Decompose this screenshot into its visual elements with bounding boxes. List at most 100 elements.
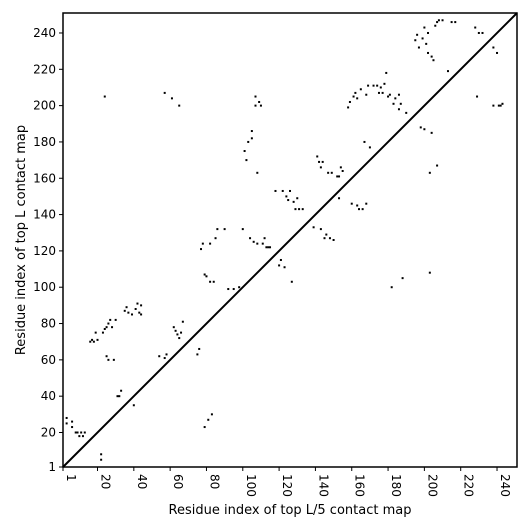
data-point	[247, 140, 250, 143]
data-point	[80, 431, 83, 434]
data-point	[170, 97, 173, 100]
data-point	[243, 150, 246, 153]
data-point	[319, 166, 322, 169]
data-point	[492, 104, 495, 107]
x-tick-label: 160	[353, 474, 367, 497]
data-point	[227, 288, 230, 291]
data-point	[249, 237, 252, 240]
data-point	[250, 130, 253, 133]
data-point	[319, 228, 322, 231]
data-point	[274, 189, 277, 192]
data-point	[125, 306, 128, 309]
data-point	[65, 422, 68, 425]
data-point	[281, 189, 284, 192]
data-point	[265, 246, 268, 249]
data-point	[446, 70, 449, 73]
data-point	[123, 309, 126, 312]
data-point	[198, 347, 201, 350]
data-point	[296, 197, 299, 200]
data-point	[279, 258, 282, 261]
data-point	[120, 389, 123, 392]
y-tick-label: 140	[33, 208, 56, 222]
data-point	[441, 19, 444, 22]
data-point	[232, 288, 235, 291]
data-point	[421, 37, 424, 40]
data-point	[496, 51, 499, 54]
data-point	[116, 395, 119, 398]
data-point	[387, 95, 390, 98]
data-point	[298, 208, 301, 211]
data-point	[285, 195, 288, 198]
data-point	[109, 318, 112, 321]
data-point	[301, 208, 304, 211]
data-point	[81, 435, 84, 438]
data-point	[427, 51, 430, 54]
data-point	[278, 264, 281, 267]
y-tick-label: 200	[33, 99, 56, 113]
x-tick-label: 1	[64, 474, 78, 482]
data-point	[91, 338, 94, 341]
data-point	[200, 248, 203, 251]
data-point	[356, 204, 359, 207]
data-point	[416, 33, 419, 36]
x-tick-label: 180	[389, 474, 403, 497]
data-point	[323, 237, 326, 240]
data-point	[394, 97, 397, 100]
data-point	[252, 240, 255, 243]
y-tick-label: 80	[41, 317, 56, 331]
data-point	[347, 106, 350, 109]
data-point	[425, 42, 428, 45]
data-point	[294, 208, 297, 211]
y-tick-label: 20	[41, 425, 56, 439]
data-point	[92, 340, 95, 343]
data-point	[350, 202, 353, 205]
data-point	[367, 84, 370, 87]
data-point	[201, 242, 204, 245]
data-point	[210, 413, 213, 416]
data-point	[165, 353, 168, 356]
data-point	[436, 164, 439, 167]
data-point	[181, 320, 184, 323]
data-point	[341, 169, 344, 172]
x-tick-label: 120	[280, 474, 294, 497]
y-tick-label: 60	[41, 353, 56, 367]
data-point	[163, 91, 166, 94]
data-point	[238, 286, 241, 289]
data-point	[432, 59, 435, 62]
data-point	[321, 160, 324, 163]
data-point	[223, 228, 226, 231]
data-point	[397, 93, 400, 96]
data-point	[216, 228, 219, 231]
data-point	[105, 355, 108, 358]
data-point	[174, 329, 177, 332]
data-point	[423, 128, 426, 131]
y-tick-label: 160	[33, 171, 56, 185]
data-point	[258, 100, 261, 103]
y-tick-label: 180	[33, 135, 56, 149]
data-point	[132, 404, 135, 407]
data-point	[397, 108, 400, 111]
data-point	[241, 228, 244, 231]
data-point	[287, 199, 290, 202]
data-point	[501, 102, 504, 105]
data-point	[368, 146, 371, 149]
data-point	[399, 102, 402, 105]
data-point	[283, 266, 286, 269]
data-point	[83, 431, 86, 434]
x-tick-label: 240	[498, 474, 512, 497]
data-point	[477, 31, 480, 34]
data-point	[131, 313, 134, 316]
data-point	[327, 171, 330, 174]
data-point	[356, 97, 359, 100]
data-point	[178, 337, 181, 340]
data-point	[376, 84, 379, 87]
data-point	[107, 322, 110, 325]
x-axis-label: Residue index of top L/5 contact map	[169, 503, 412, 518]
data-point	[65, 416, 68, 419]
data-point	[361, 208, 364, 211]
data-point	[203, 426, 206, 429]
data-point	[254, 95, 257, 98]
data-point	[330, 171, 333, 174]
data-point	[209, 280, 212, 283]
data-point	[180, 331, 183, 334]
